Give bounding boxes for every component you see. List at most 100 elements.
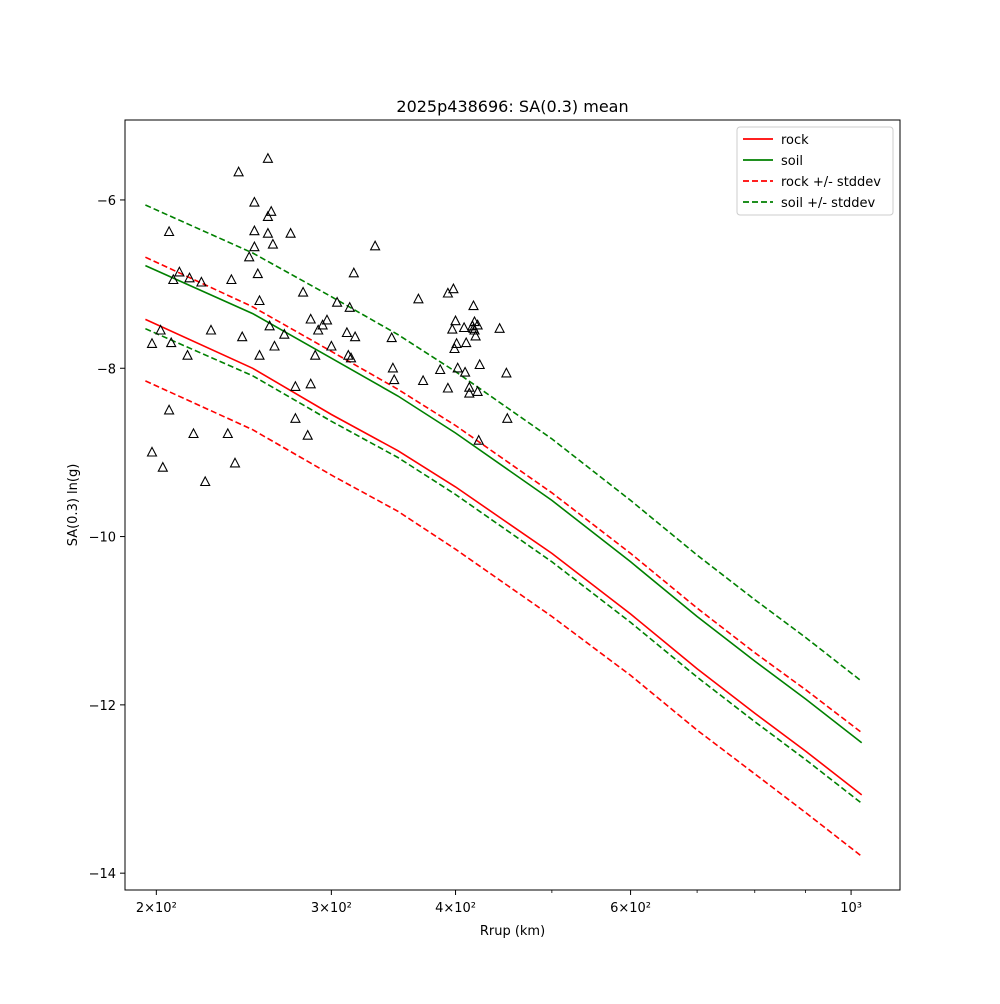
x-tick-label: 10³	[840, 901, 862, 916]
observation-marker	[188, 427, 199, 439]
observation-marker	[205, 324, 217, 335]
observation-marker	[331, 296, 343, 307]
observation-marker	[460, 336, 472, 348]
observation-marker	[463, 387, 475, 398]
observation-marker	[451, 337, 463, 348]
series-line-soil-stddev-upper	[145, 204, 863, 682]
observation-marker	[452, 362, 464, 373]
observation-marker	[305, 313, 317, 324]
observation-marker	[157, 461, 169, 472]
observation-marker	[254, 349, 265, 360]
observation-marker	[386, 331, 398, 343]
observation-marker	[501, 412, 513, 423]
observation-marker	[449, 342, 460, 354]
observation-marker	[500, 367, 512, 378]
x-axis: 2×10² 3×10² 4×10² 6×10² 10³	[136, 890, 862, 916]
plot-area	[145, 204, 863, 857]
observation-marker	[248, 196, 260, 207]
observation-marker	[146, 337, 158, 348]
observation-marker	[225, 273, 237, 285]
legend-label-rock: rock	[781, 133, 809, 148]
observation-marker	[167, 273, 179, 285]
observation-marker	[269, 340, 280, 351]
observation-marker	[267, 238, 279, 249]
observation-marker	[165, 336, 177, 348]
observation-marker	[252, 267, 264, 279]
observation-marker	[472, 319, 484, 330]
series-line-soil	[145, 264, 863, 744]
observation-marker	[312, 324, 324, 335]
y-tick-label: −12	[89, 699, 116, 714]
observation-marker	[233, 166, 245, 177]
observation-marker	[459, 366, 471, 377]
y-tick-label: −6	[97, 194, 116, 209]
observation-marker	[254, 294, 265, 306]
chart-title: 2025p438696: SA(0.3) mean	[396, 97, 628, 116]
plot-frame	[124, 119, 901, 891]
legend-label-soil: soil	[781, 154, 803, 169]
series-line-rock-stddev-lower	[145, 380, 863, 857]
observation-marker	[369, 240, 381, 251]
observation-marker	[450, 314, 461, 326]
observation-marker	[473, 434, 485, 445]
y-tick-label: −14	[89, 867, 116, 882]
y-axis: −14 −12 −10 −8 −6	[89, 194, 125, 882]
observation-marker	[199, 475, 211, 487]
series-line-soil-stddev-lower	[145, 327, 863, 804]
x-tick-label: 6×10²	[610, 901, 651, 916]
observation-marker	[195, 276, 207, 287]
x-tick-label: 3×10²	[311, 901, 352, 916]
observation-marker	[472, 385, 484, 396]
observation-marker	[341, 326, 353, 338]
observation-points	[146, 152, 513, 487]
observation-marker	[348, 267, 360, 278]
observation-marker	[468, 299, 479, 311]
observation-marker	[349, 330, 361, 342]
observation-marker	[229, 457, 241, 468]
legend-box	[736, 126, 894, 216]
observation-marker	[446, 323, 458, 334]
observation-marker	[222, 427, 234, 439]
observation-marker	[463, 381, 475, 392]
observation-marker	[285, 227, 297, 238]
observation-marker	[442, 382, 454, 393]
y-tick-label: −10	[89, 531, 116, 546]
legend: rock soil rock +/- stddev soil +/- stddev	[736, 126, 894, 216]
observation-marker	[243, 251, 255, 262]
observation-marker	[289, 380, 301, 391]
observation-marker	[317, 319, 329, 330]
observation-marker	[309, 349, 321, 360]
observation-marker	[264, 320, 276, 331]
observation-marker	[146, 446, 158, 457]
y-tick-label: −8	[97, 362, 116, 377]
observation-marker	[184, 272, 195, 283]
observation-marker	[173, 266, 185, 277]
observation-marker	[163, 404, 175, 415]
observation-marker	[321, 314, 333, 325]
observation-marker	[447, 282, 459, 294]
x-tick-label: 2×10²	[136, 901, 177, 916]
series-line-rock	[145, 318, 863, 796]
observation-marker	[265, 205, 277, 216]
observation-marker	[262, 152, 274, 163]
observation-marker	[262, 227, 274, 238]
observation-marker	[163, 225, 175, 237]
observation-marker	[297, 286, 309, 297]
observation-marker	[494, 322, 506, 333]
x-axis-title: Rrup (km)	[480, 924, 545, 939]
observation-marker	[325, 340, 337, 351]
observation-marker	[458, 321, 470, 333]
observation-marker	[278, 328, 290, 339]
legend-label-rock-stddev: rock +/- stddev	[781, 175, 881, 190]
observation-marker	[412, 293, 424, 304]
observation-marker	[345, 352, 357, 363]
observation-marker	[388, 373, 400, 385]
observation-marker	[182, 349, 193, 360]
observation-marker	[474, 358, 486, 370]
observation-marker	[434, 363, 446, 375]
observation-marker	[305, 378, 317, 389]
observation-marker	[289, 412, 301, 423]
x-tick-label: 4×10²	[435, 901, 476, 916]
